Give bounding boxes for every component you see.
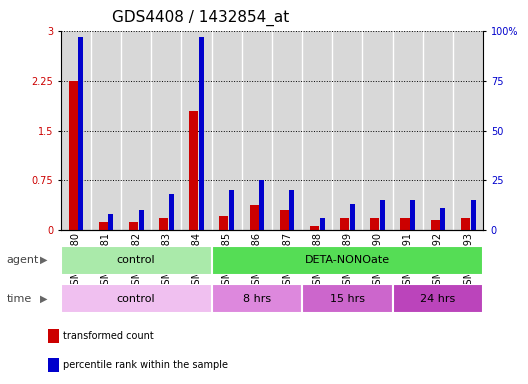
- Bar: [189, 111, 199, 230]
- Bar: [61, 246, 212, 275]
- Bar: [319, 218, 325, 230]
- Bar: [159, 218, 168, 230]
- Bar: [220, 216, 229, 230]
- Text: agent: agent: [6, 255, 39, 265]
- Bar: [250, 205, 259, 230]
- Bar: [393, 31, 423, 230]
- Bar: [393, 284, 483, 313]
- Bar: [380, 200, 385, 230]
- Bar: [280, 210, 289, 230]
- Bar: [61, 284, 212, 313]
- Bar: [470, 200, 476, 230]
- Bar: [229, 190, 234, 230]
- Text: time: time: [6, 294, 32, 304]
- Text: 8 hrs: 8 hrs: [243, 293, 271, 304]
- Bar: [242, 31, 272, 230]
- Bar: [272, 31, 302, 230]
- Bar: [289, 190, 295, 230]
- Bar: [461, 218, 470, 230]
- Bar: [212, 246, 483, 275]
- Bar: [108, 214, 114, 230]
- Bar: [91, 31, 121, 230]
- Bar: [61, 31, 91, 230]
- Text: ▶: ▶: [40, 294, 48, 304]
- Bar: [169, 194, 174, 230]
- Text: ▶: ▶: [40, 255, 48, 265]
- Bar: [48, 329, 59, 343]
- Bar: [199, 37, 204, 230]
- Text: GDS4408 / 1432854_at: GDS4408 / 1432854_at: [112, 10, 289, 26]
- Bar: [182, 31, 212, 230]
- Bar: [129, 222, 138, 230]
- Text: 15 hrs: 15 hrs: [330, 293, 365, 304]
- Text: 24 hrs: 24 hrs: [420, 293, 456, 304]
- Bar: [121, 31, 151, 230]
- Bar: [310, 226, 319, 230]
- Text: control: control: [117, 293, 155, 304]
- Bar: [400, 218, 410, 230]
- Bar: [440, 209, 445, 230]
- Bar: [69, 81, 78, 230]
- Bar: [48, 358, 59, 372]
- Bar: [362, 31, 393, 230]
- Bar: [212, 284, 302, 313]
- Bar: [99, 222, 108, 230]
- Bar: [453, 31, 483, 230]
- Bar: [332, 31, 362, 230]
- Text: percentile rank within the sample: percentile rank within the sample: [63, 360, 229, 370]
- Text: transformed count: transformed count: [63, 331, 154, 341]
- Bar: [370, 218, 379, 230]
- Bar: [139, 210, 144, 230]
- Bar: [302, 284, 393, 313]
- Text: control: control: [117, 255, 155, 265]
- Bar: [410, 200, 415, 230]
- Bar: [350, 204, 355, 230]
- Bar: [431, 220, 440, 230]
- Bar: [423, 31, 453, 230]
- Bar: [259, 180, 265, 230]
- Text: DETA-NONOate: DETA-NONOate: [305, 255, 390, 265]
- Bar: [78, 37, 83, 230]
- Bar: [212, 31, 242, 230]
- Bar: [302, 31, 332, 230]
- Bar: [151, 31, 182, 230]
- Bar: [340, 218, 349, 230]
